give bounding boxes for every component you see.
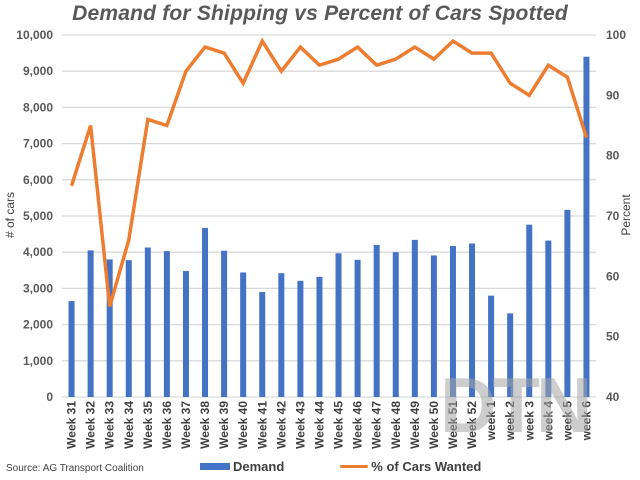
y-tick-label: 0 xyxy=(46,390,53,404)
legend-swatch-bar xyxy=(200,463,230,470)
x-tick-label: Week 51 xyxy=(446,401,460,449)
demand-bar xyxy=(182,271,189,397)
y-tick-label: 1,000 xyxy=(23,354,53,368)
demand-bar xyxy=(240,272,247,397)
demand-bar xyxy=(87,250,94,397)
y2-tick-label: 60 xyxy=(606,269,620,283)
demand-bar xyxy=(526,224,533,397)
demand-bar xyxy=(411,239,418,397)
gridlines xyxy=(62,34,596,398)
demand-bars xyxy=(68,56,590,397)
y-axis-left: 0 1,000 2,000 3,000 4,000 5,000 6,000 7,000 8,00… xyxy=(16,28,53,404)
y2-axis-title: Percent xyxy=(619,194,633,236)
x-tick-label: week 2 xyxy=(503,401,517,442)
x-tick-label: Week 43 xyxy=(293,401,307,449)
y-tick-label: 4,000 xyxy=(23,245,53,259)
y-tick-label: 8,000 xyxy=(23,100,53,114)
x-tick-label: week 3 xyxy=(522,401,536,442)
demand-bar xyxy=(144,247,151,397)
demand-bar xyxy=(297,280,304,397)
demand-bar xyxy=(449,246,456,397)
y2-tick-label: 40 xyxy=(606,390,620,404)
chart-title: Demand for Shipping vs Percent of Cars S… xyxy=(72,2,568,25)
legend: Demand % of Cars Wanted xyxy=(200,459,537,474)
legend-item-demand[interactable]: Demand xyxy=(200,459,284,474)
x-tick-label: Week 32 xyxy=(84,401,98,449)
demand-bar xyxy=(278,273,285,397)
x-tick-label: Week 42 xyxy=(274,401,288,449)
x-tick-label: Week 52 xyxy=(465,401,479,449)
demand-bar xyxy=(564,209,571,397)
y2-tick-label: 90 xyxy=(606,88,620,102)
x-tick-label: Week 49 xyxy=(408,401,422,449)
demand-bar xyxy=(125,260,132,397)
demand-bar xyxy=(202,227,209,397)
x-tick-label: Week 46 xyxy=(351,401,365,449)
demand-bar xyxy=(507,313,514,397)
x-tick-label: Week 37 xyxy=(179,401,193,449)
demand-bar xyxy=(545,240,552,397)
y2-tick-label: 70 xyxy=(606,209,620,223)
x-tick-label: Week 48 xyxy=(389,401,403,449)
demand-bar xyxy=(430,255,437,397)
demand-bar xyxy=(469,243,476,397)
x-tick-label: Week 41 xyxy=(255,401,269,449)
demand-bar xyxy=(392,252,399,397)
percent-line-path xyxy=(69,37,589,307)
x-tick-label: Week 38 xyxy=(198,401,212,449)
x-tick-label: week 1 xyxy=(484,401,498,442)
demand-bar xyxy=(335,253,342,397)
y-tick-label: 6,000 xyxy=(23,173,53,187)
y2-tick-label: 80 xyxy=(606,149,620,163)
demand-bar xyxy=(106,259,113,397)
legend-swatch-line xyxy=(340,465,369,468)
x-tick-label: week 5 xyxy=(560,401,574,442)
source-note: Source: AG Transport Coalition xyxy=(6,463,144,474)
y-tick-label: 10,000 xyxy=(16,28,53,42)
x-axis: Week 31 Week 32 Week 33 Week 34 Week 35 Week … xyxy=(65,401,594,449)
legend-label-percent: % of Cars Wanted xyxy=(371,459,482,474)
demand-bar xyxy=(163,251,170,397)
y-tick-label: 5,000 xyxy=(23,209,53,223)
demand-bar xyxy=(316,276,323,397)
x-tick-label: Week 33 xyxy=(103,401,117,449)
demand-bar xyxy=(354,259,361,397)
x-tick-label: Week 36 xyxy=(160,401,174,449)
legend-item-percent[interactable]: % of Cars Wanted xyxy=(340,459,481,474)
y2-tick-label: 50 xyxy=(606,330,620,344)
demand-bar xyxy=(373,244,380,397)
x-tick-label: Week 45 xyxy=(332,401,346,449)
x-tick-label: Week 40 xyxy=(236,401,250,449)
x-tick-label: week 6 xyxy=(579,401,593,442)
y-axis-title: # of cars xyxy=(3,192,17,238)
x-tick-label: Week 31 xyxy=(65,401,79,449)
legend-label-demand: Demand xyxy=(233,459,285,474)
demand-bar xyxy=(583,56,590,397)
demand-bar xyxy=(259,292,266,397)
x-tick-label: Week 35 xyxy=(141,401,155,449)
demand-bar xyxy=(221,250,228,397)
demand-bar xyxy=(68,301,75,397)
y2-tick-label: 100 xyxy=(606,28,626,42)
y-axis-right: 40 50 60 70 80 90 100 xyxy=(606,28,626,404)
x-tick-label: Week 39 xyxy=(217,401,231,449)
y-tick-label: 3,000 xyxy=(23,281,53,295)
x-tick-label: week 4 xyxy=(541,401,555,442)
demand-bar xyxy=(488,295,495,397)
y-tick-label: 7,000 xyxy=(23,137,53,151)
x-tick-label: Week 47 xyxy=(370,401,384,449)
percent-line xyxy=(69,37,589,307)
x-tick-label: Week 34 xyxy=(122,401,136,449)
x-tick-label: Week 50 xyxy=(427,401,441,449)
x-tick-label: Week 44 xyxy=(312,401,326,449)
y-tick-label: 2,000 xyxy=(23,318,53,332)
y-tick-label: 9,000 xyxy=(23,64,53,78)
